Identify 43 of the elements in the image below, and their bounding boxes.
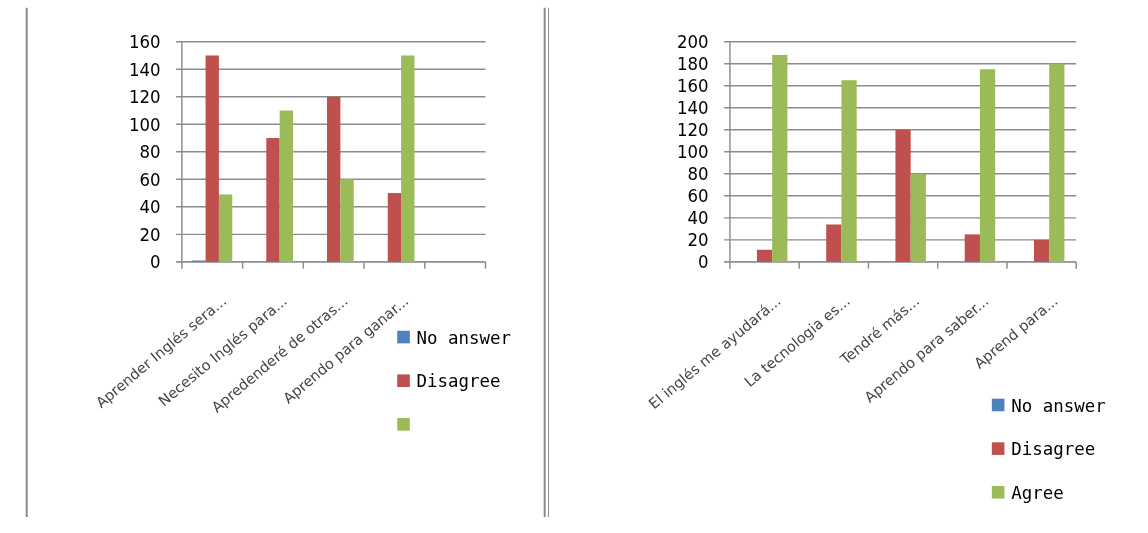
bar xyxy=(266,138,280,262)
bar xyxy=(895,129,911,262)
legend-label: No answer xyxy=(416,327,512,348)
bar xyxy=(218,194,233,262)
y-tick-label: 180 xyxy=(676,53,709,75)
y-tick-label: 200 xyxy=(676,31,709,53)
y-tick-label: 60 xyxy=(139,168,161,190)
legend-label: No answer xyxy=(1011,395,1106,416)
y-tick-label: 140 xyxy=(128,58,161,80)
bar xyxy=(205,55,219,262)
bar xyxy=(340,179,354,262)
bar xyxy=(910,173,926,262)
y-tick-label: 80 xyxy=(139,141,161,163)
y-tick-label: 0 xyxy=(698,251,709,273)
y-tick-label: 100 xyxy=(128,113,161,135)
legend-label: Disagree xyxy=(1011,439,1096,460)
y-tick-label: 120 xyxy=(676,119,709,141)
bar xyxy=(1049,63,1065,262)
y-tick-label: 40 xyxy=(139,196,161,218)
bar xyxy=(964,234,980,262)
bar xyxy=(979,69,996,262)
bar xyxy=(826,224,842,262)
bar xyxy=(401,55,415,262)
bar xyxy=(772,54,788,262)
bar xyxy=(1033,239,1050,262)
y-tick-label: 20 xyxy=(139,223,161,245)
y-tick-label: 80 xyxy=(687,163,709,185)
y-tick-label: 160 xyxy=(128,31,161,53)
y-tick-label: 160 xyxy=(676,75,709,97)
bar xyxy=(387,193,402,262)
y-tick-label: 120 xyxy=(128,86,161,108)
y-tick-label: 140 xyxy=(676,97,709,119)
bar xyxy=(279,110,294,262)
bar xyxy=(841,80,857,262)
y-tick-label: 100 xyxy=(676,141,709,163)
legend-label: Disagree xyxy=(416,371,501,392)
legend-label: Agree xyxy=(1011,482,1064,503)
bar xyxy=(327,96,341,262)
y-tick-label: 60 xyxy=(687,185,709,207)
y-tick-label: 40 xyxy=(687,207,709,229)
y-tick-label: 0 xyxy=(150,251,161,273)
y-tick-label: 20 xyxy=(687,229,709,251)
bar xyxy=(756,249,773,262)
